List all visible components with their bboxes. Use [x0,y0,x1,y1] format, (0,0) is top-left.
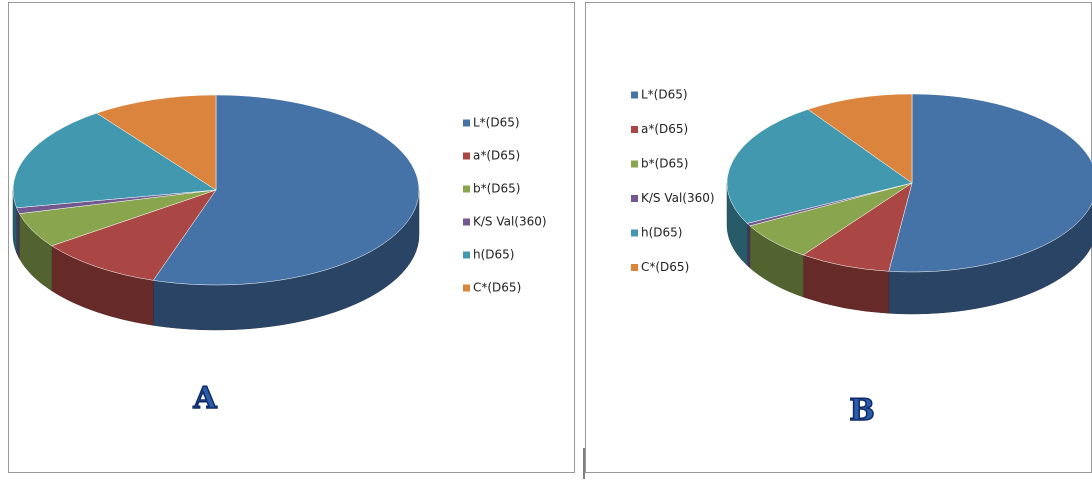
panel-frame [8,2,575,473]
slice [96,94,217,191]
legend-swatch [463,218,470,226]
legend-label: a*(D65) [473,149,520,163]
legend-label: K/S Val(360) [473,215,547,229]
legend-swatch [463,119,470,127]
legend-swatch [631,195,638,202]
slice [726,109,913,224]
legend-swatch [463,251,470,259]
legend-swatch [463,185,470,193]
legend-label: C*(D65) [641,260,689,274]
legend-label: L*(D65) [473,116,520,130]
legend-swatch [631,229,638,237]
legend-label: b*(D65) [473,182,521,196]
legend-swatch [631,91,638,99]
legend-label: L*(D65) [641,88,688,102]
legend-label: h(D65) [473,248,514,262]
slice [51,189,217,281]
legend-label: K/S Val(360) [641,191,715,205]
legend-swatch [463,152,470,160]
slice [152,94,420,286]
legend-label: a*(D65) [641,122,688,136]
slice [802,182,913,272]
slice [888,93,1092,273]
slice [12,112,217,209]
slice-side [16,207,20,259]
legend-swatch [631,264,638,271]
slice [807,93,913,184]
panel-label: A [192,381,217,416]
legend-label: h(D65) [641,226,682,240]
legend-label: b*(D65) [641,157,689,171]
legend-swatch [631,126,638,133]
legend-swatch [463,284,470,292]
legend-swatch [631,160,638,168]
legend-label: C*(D65) [473,281,521,295]
slice-side [746,222,751,269]
panel-label: B [849,393,874,428]
